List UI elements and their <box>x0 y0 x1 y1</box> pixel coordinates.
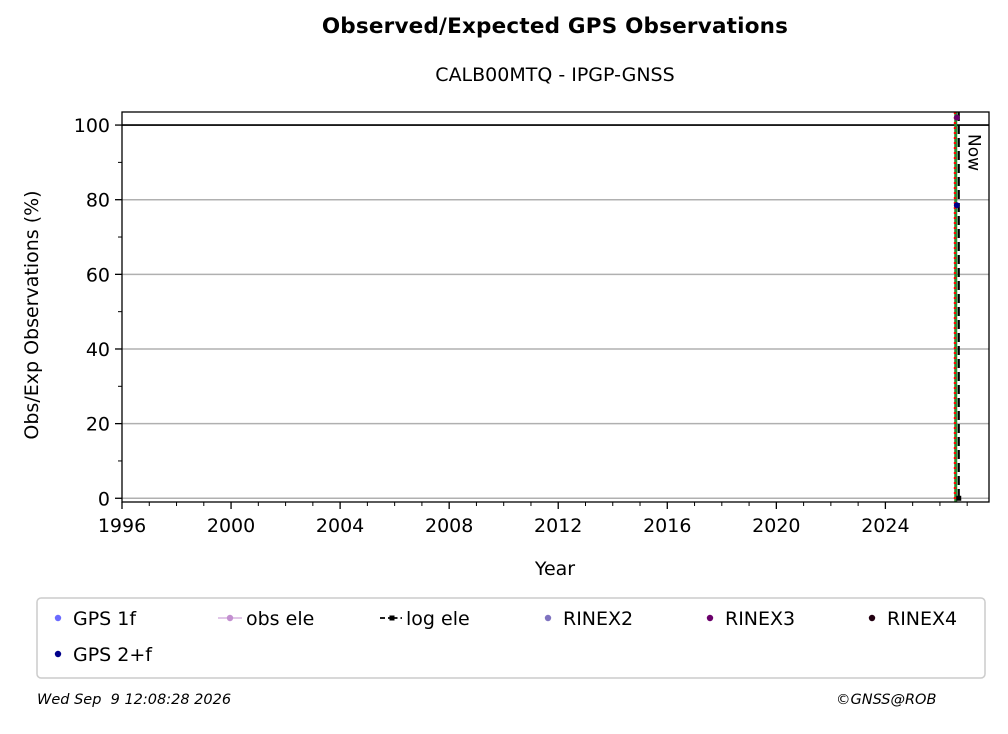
data-point <box>956 495 962 501</box>
legend-item: GPS 2+f <box>54 644 153 666</box>
legend-marker <box>389 615 395 621</box>
legend-label: log ele <box>406 608 470 630</box>
y-axis-label: Obs/Exp Observations (%) <box>21 190 43 439</box>
x-tick-label: 2020 <box>752 515 800 537</box>
y-tick-label: 0 <box>98 488 110 510</box>
legend-item: obs ele <box>218 608 314 630</box>
now-label: Now <box>964 134 984 171</box>
x-tick-label: 2008 <box>425 515 473 537</box>
y-tick-label: 40 <box>86 339 110 361</box>
data-points-layer <box>953 114 962 501</box>
legend-item: RINEX3 <box>706 608 795 630</box>
legend-marker <box>868 614 876 622</box>
legend-label: RINEX3 <box>725 608 795 630</box>
x-tick-label: 2024 <box>861 515 909 537</box>
y-tick-label: 60 <box>86 264 110 286</box>
chart-title: Observed/Expected GPS Observations <box>321 14 789 39</box>
legend: GPS 1f obs ele log ele RINEX2 RINEX3 RINEX4 GP… <box>36 597 986 679</box>
y-tick-label: 20 <box>86 414 110 436</box>
x-tick-label: 2016 <box>643 515 691 537</box>
grid-layer <box>122 124 989 500</box>
legend-label: RINEX2 <box>563 608 633 630</box>
legend-marker <box>544 614 552 622</box>
legend-label: GPS 1f <box>73 608 137 630</box>
y-tick-label: 80 <box>86 190 110 212</box>
legend-item: RINEX4 <box>868 608 957 630</box>
legend-marker <box>226 614 234 622</box>
observations-chart: 0 20 40 60 80 100 1996 2000 2004 2008 2012 2016 2020… <box>21 111 990 679</box>
legend-marker <box>54 650 62 658</box>
legend-item: RINEX2 <box>544 608 633 630</box>
x-tick-label: 1996 <box>98 515 146 537</box>
legend-label: GPS 2+f <box>73 644 153 666</box>
legend-marker <box>706 614 714 622</box>
data-point <box>953 114 960 121</box>
legend-item: GPS 1f <box>54 608 137 630</box>
legend-marker <box>54 614 62 622</box>
legend-item: log ele <box>380 608 470 630</box>
ticks-layer: 0 20 40 60 80 100 1996 2000 2004 2008 2012 2016 2020… <box>74 115 968 537</box>
data-point <box>953 202 960 209</box>
x-tick-label: 2012 <box>534 515 582 537</box>
x-tick-label: 2000 <box>207 515 255 537</box>
plot-frame <box>121 111 990 503</box>
chart-subtitle: CALB00MTQ - IPGP-GNSS <box>435 64 675 86</box>
legend-label: RINEX4 <box>887 608 957 630</box>
footer-timestamp: Wed Sep 9 12:08:28 2026 <box>37 692 232 708</box>
x-axis-label: Year <box>534 558 575 580</box>
event-lines-layer <box>953 112 960 502</box>
legend-label: obs ele <box>246 608 314 630</box>
footer-copyright: ©GNSS@ROB <box>836 692 937 708</box>
legend-box <box>36 597 986 679</box>
y-tick-label: 100 <box>74 115 110 137</box>
x-tick-label: 2004 <box>316 515 364 537</box>
